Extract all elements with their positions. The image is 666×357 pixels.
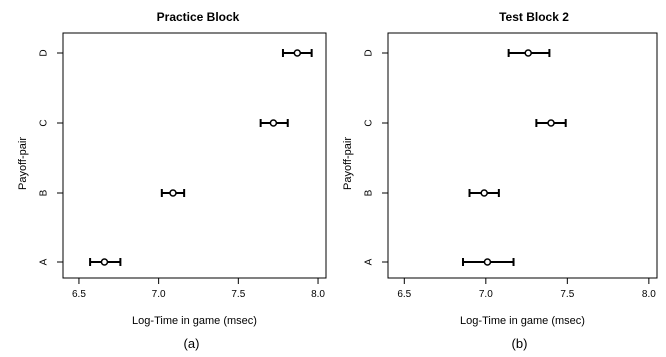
x-tick-label: 6.5 — [72, 289, 86, 300]
plot-frame — [387, 32, 658, 279]
x-tick-label: 6.5 — [397, 289, 411, 300]
data-point — [100, 258, 109, 266]
y-axis-label: Payoff-pair — [17, 137, 29, 190]
x-axis-label: Log-Time in game (msec) — [132, 315, 257, 327]
y-tick-label: C — [39, 119, 50, 126]
chart-title: Practice Block — [157, 10, 240, 24]
x-tick-label: 7.5 — [231, 289, 245, 300]
x-tick-label: 7.0 — [152, 289, 166, 300]
y-tick-label: A — [364, 258, 375, 265]
x-tick-label: 8.0 — [311, 289, 325, 300]
y-tick-label: C — [364, 119, 375, 126]
y-tick-label: B — [39, 189, 50, 196]
panel-label: (a) — [184, 336, 200, 351]
y-tick-label: B — [364, 189, 375, 196]
data-point — [293, 49, 302, 57]
plot-frame — [62, 32, 327, 279]
data-point — [483, 258, 492, 266]
y-tick-label: D — [364, 49, 375, 56]
data-point — [169, 189, 177, 197]
panel-label: (b) — [512, 336, 528, 351]
x-axis-label: Log-Time in game (msec) — [460, 315, 585, 327]
x-tick-label: 7.5 — [560, 289, 574, 300]
data-point — [547, 119, 555, 127]
data-point — [524, 49, 532, 57]
y-tick-label: D — [39, 49, 50, 56]
y-tick-label: A — [39, 258, 50, 265]
chart-title: Test Block 2 — [499, 10, 569, 24]
data-point — [269, 119, 278, 127]
data-point — [480, 189, 488, 197]
y-axis-label: Payoff-pair — [342, 137, 354, 190]
x-tick-label: 7.0 — [479, 289, 493, 300]
x-tick-label: 8.0 — [642, 289, 656, 300]
